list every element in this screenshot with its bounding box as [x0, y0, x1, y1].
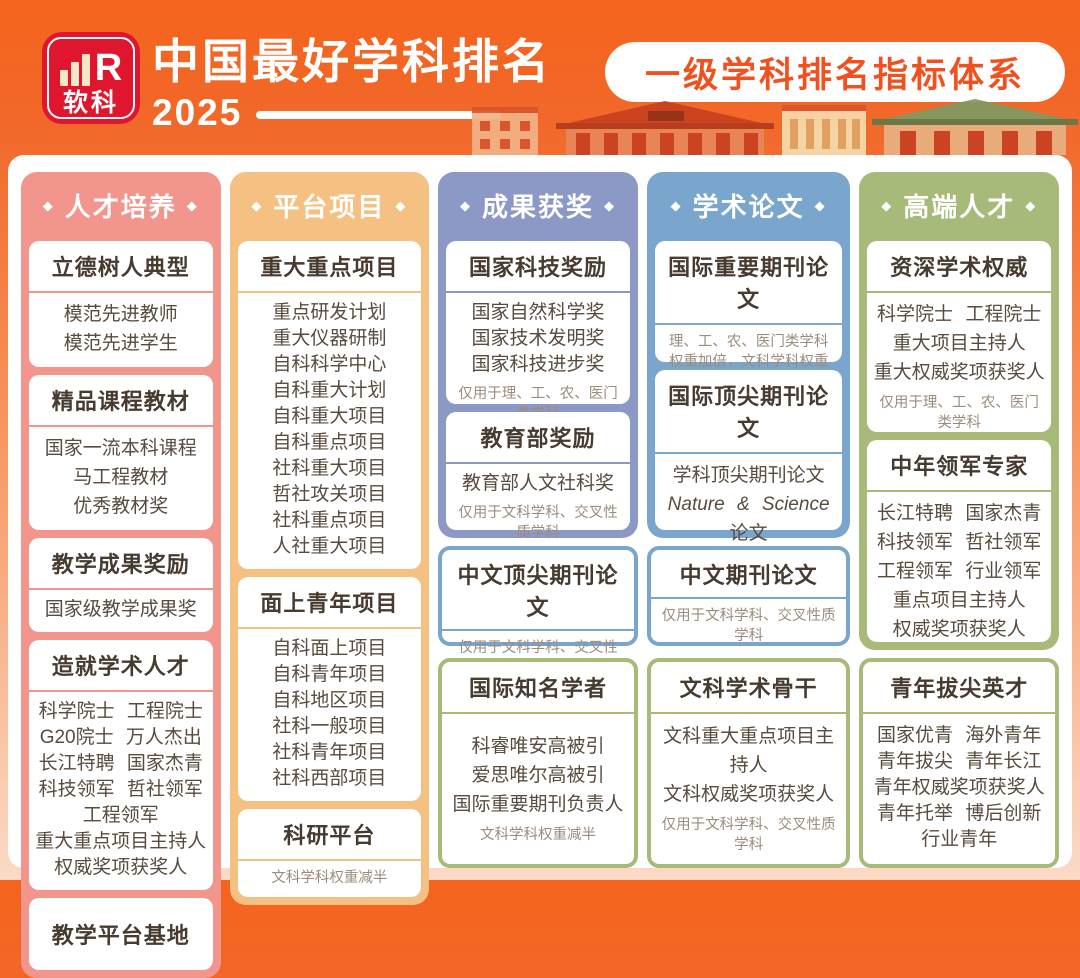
card-divider	[237, 291, 422, 293]
liberal-arts-backbone-card: 文科学术骨干 文科重大重点项目主持人 文科权威奖项获奖人 仅用于文科学科、交叉性…	[646, 658, 851, 868]
card-divider	[867, 291, 1051, 293]
diamond-icon: ◆	[881, 198, 894, 213]
chinese-journal-card: 中文期刊论文 仅用于文科学科、交叉性质学科	[646, 546, 851, 646]
card-divider	[29, 588, 213, 590]
card-divider	[650, 712, 847, 714]
diamond-icon: ◆	[42, 198, 55, 213]
content-panel: ◆ 人才培养 ◆ 立德树人典型 模范先进教师 模范先进学生 精品课程教材	[8, 155, 1072, 978]
columns-grid: ◆ 人才培养 ◆ 立德树人典型 模范先进教师 模范先进学生 精品课程教材	[21, 172, 1059, 978]
indicator-card: 教育部奖励 教育部人文社科奖 仅用于文科学科、交叉性质学科	[446, 411, 630, 541]
column-talent-cultivation: ◆ 人才培养 ◆ 立德树人典型 模范先进教师 模范先进学生 精品课程教材	[21, 172, 221, 978]
diamond-icon: ◆	[1025, 198, 1038, 213]
shanghairanking-logo: R 软科	[44, 34, 138, 122]
campus-buildings-illustration	[472, 99, 1078, 155]
diamond-icon: ◆	[395, 198, 408, 213]
indicator-card: 教学平台基地	[29, 898, 213, 970]
card-note: 仅用于文科学科、交叉性质学科	[661, 608, 836, 644]
title-block: 中国最好学科排名 2025	[152, 36, 552, 134]
logo-barchart-icon: R	[59, 46, 123, 89]
young-elite-talent-card: 青年拔尖英才 国家优青 海外青年 青年拔尖 青年长江 青年权威奖项获奖人 青年托…	[859, 658, 1059, 868]
column-highend-talent: ◆ 高端人才 ◆ 资深学术权威 科学院士 工程院士 重大项目主持人 重大权威奖项…	[859, 172, 1059, 868]
card-note: 仅用于文科学科、交叉性质学科	[661, 816, 836, 853]
card-note: 文科学科权重减半	[480, 826, 596, 843]
card-divider	[446, 461, 630, 464]
card-note: 文科学科权重减半	[271, 870, 388, 886]
card-note: 仅用于理、工、农、医门类学科	[879, 395, 1039, 431]
intl-renowned-scholars-card: 国际知名学者 科睿唯安高被引 爱思唯尔高被引 国际重要期刊负责人 文科学科权重减…	[438, 658, 638, 868]
column-title: ◆ 平台项目 ◆	[251, 192, 408, 222]
card-divider	[654, 451, 843, 454]
card-divider	[650, 597, 847, 599]
diamond-icon: ◆	[670, 198, 683, 213]
main-title: 中国最好学科排名	[152, 35, 552, 88]
column-title: ◆ 成果获奖 ◆	[459, 192, 616, 222]
indicator-card: 国际重要期刊论文 理、工、农、医门类学科权重加倍，文科学科权重减半	[654, 241, 843, 390]
diamond-icon: ◆	[186, 198, 199, 213]
column-platform-projects: ◆ 平台项目 ◆ 重大重点项目 重点研发计划 重大仪器研制 自科科学中心 自科重…	[229, 172, 430, 905]
card-divider	[29, 425, 213, 427]
card-note: 仅用于文科学科、交叉性质学科	[458, 504, 618, 541]
column-title: ◆ 高端人才 ◆	[881, 192, 1038, 222]
nature-science-line: Nature & Science 论文	[667, 493, 830, 544]
card-divider	[29, 690, 213, 692]
indicator-card: 科研平台 文科学科权重减半	[237, 809, 422, 897]
indicator-card: 国家科技奖励 国家自然科学奖 国家技术发明奖 国家科技进步奖 仅用于理、工、农、…	[446, 241, 630, 422]
column-achievement-awards: ◆ 成果获奖 ◆ 国家科技奖励 国家自然科学奖 国家技术发明奖 国家科技进步奖 …	[438, 172, 638, 868]
card-divider	[442, 629, 634, 631]
card-divider	[654, 323, 843, 325]
card-divider	[237, 627, 422, 629]
indicator-card: 教学成果奖励 国家级教学成果奖	[29, 538, 213, 632]
column-title: ◆ 人才培养 ◆	[42, 192, 199, 222]
year-label: 2025	[152, 92, 243, 133]
chinese-top-journal-card: 中文顶尖期刊论文 仅用于文科学科、交叉性质学科	[438, 546, 638, 676]
column-title: ◆ 学术论文 ◆	[670, 192, 827, 222]
indicator-card: 资深学术权威 科学院士 工程院士 重大项目主持人 重大权威奖项获奖人 仅用于理、…	[867, 241, 1051, 432]
year-underline-rule	[256, 111, 502, 119]
banner-pill: 一级学科排名指标体系	[604, 42, 1065, 102]
column-academic-papers: ◆ 学术论文 ◆ 国际重要期刊论文 理、工、农、医门类学科权重加倍，文科学科权重…	[646, 172, 851, 868]
indicator-card: 立德树人典型 模范先进教师 模范先进学生	[29, 241, 213, 367]
indicator-card: 中年领军专家 长江特聘 国家杰青 科技领军 哲社领军 工程领军 行业领军 重点项…	[867, 439, 1051, 642]
card-divider	[446, 291, 630, 293]
indicator-card: 精品课程教材 国家一流本科课程 马工程教材 优秀教材奖	[29, 375, 213, 530]
logo-wordmark: 软科	[62, 89, 119, 117]
poster-header: R 软科 中国最好学科排名 2025 一级学科排名指标体系	[0, 0, 1080, 155]
logo-r-glyph: R	[94, 47, 123, 89]
diamond-icon: ◆	[251, 198, 264, 213]
indicator-card: 重大重点项目 重点研发计划 重大仪器研制 自科科学中心 自科重大计划 自科重大项…	[237, 241, 422, 569]
banner-text: 一级学科排名指标体系	[644, 55, 1025, 95]
diamond-icon: ◆	[604, 198, 616, 213]
card-divider	[29, 291, 213, 293]
indicator-card: 国际顶尖期刊论文 学科顶尖期刊论文 Nature & Science 论文 文科…	[654, 369, 843, 572]
diamond-icon: ◆	[814, 198, 827, 213]
card-divider	[237, 859, 422, 861]
diamond-icon: ◆	[459, 198, 472, 213]
card-divider	[442, 712, 634, 714]
indicator-card: 面上青年项目 自科面上项目 自科青年项目 自科地区项目 社科一般项目 社科青年项…	[237, 577, 422, 801]
indicator-card: 造就学术人才 科学院士 工程院士 G20院士 万人杰出 长江特聘 国家杰青 科技…	[29, 640, 213, 890]
card-divider	[867, 489, 1051, 492]
card-divider	[863, 712, 1055, 714]
